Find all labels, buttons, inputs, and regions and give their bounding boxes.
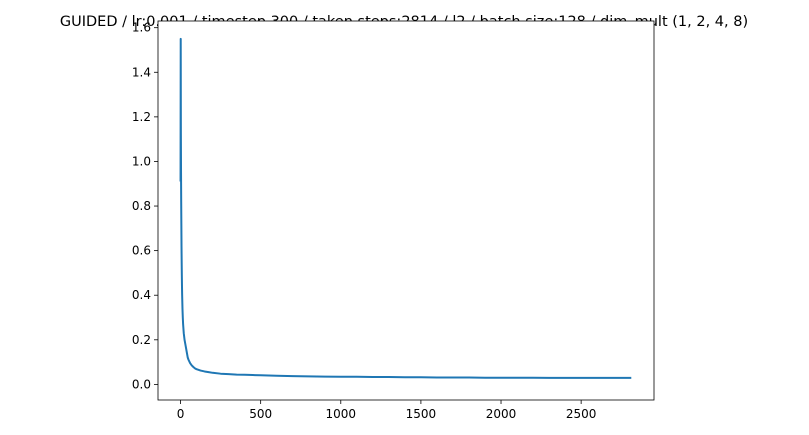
plot-area (158, 21, 654, 400)
x-tick-label: 2500 (566, 407, 597, 421)
y-tick-label: 1.0 (132, 154, 151, 168)
y-tick-label: 0.2 (132, 333, 151, 347)
y-tick-label: 1.4 (132, 65, 151, 79)
y-tick-label: 0.8 (132, 199, 151, 213)
y-axis: 0.0 0.2 0.4 0.6 0.8 1.0 1.2 1.4 1.6 (132, 21, 158, 391)
y-tick-label: 0.6 (132, 244, 151, 258)
x-axis: 0 500 1000 1500 2000 2500 (177, 400, 597, 421)
x-tick-label: 1000 (326, 407, 357, 421)
y-tick-label: 1.6 (132, 21, 151, 35)
y-tick-label: 1.2 (132, 110, 151, 124)
x-tick-label: 2000 (486, 407, 517, 421)
series-line (179, 37, 632, 379)
y-tick-label: 0.0 (132, 377, 151, 391)
x-tick-label: 1500 (406, 407, 437, 421)
plot-frame (157, 20, 655, 401)
x-tick-label: 500 (249, 407, 272, 421)
x-tick-label: 0 (177, 407, 185, 421)
y-tick-label: 0.4 (132, 288, 151, 302)
